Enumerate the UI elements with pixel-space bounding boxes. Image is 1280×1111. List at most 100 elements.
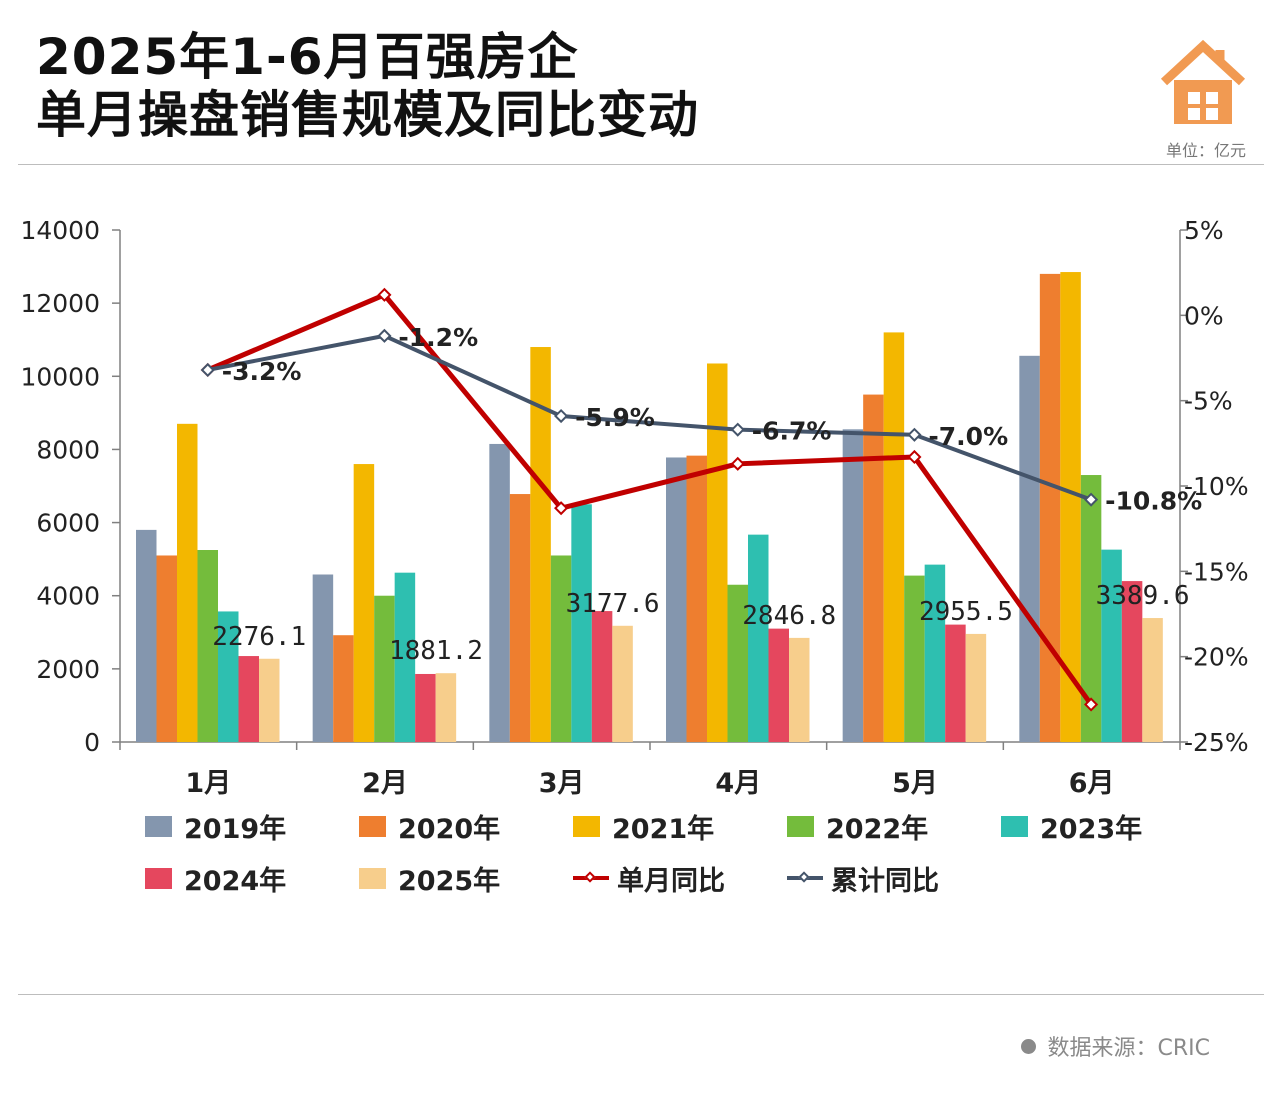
legend-label: 2019年 <box>184 813 287 845</box>
legend-item: 2025年 <box>359 859 573 898</box>
bar-2021年 <box>707 363 728 742</box>
bar-2021年 <box>883 332 905 742</box>
legend-label: 2025年 <box>398 865 501 897</box>
bar-2024年 <box>945 624 966 742</box>
bar-2019年 <box>666 457 687 742</box>
house-logo-icon <box>1160 39 1246 124</box>
legend-swatch <box>145 867 172 889</box>
bar-2023年 <box>748 534 769 742</box>
bar-2023年 <box>1101 549 1122 742</box>
bar-2021年 <box>353 464 375 742</box>
bar-2019年 <box>136 529 157 742</box>
legend-label: 2023年 <box>1040 813 1143 845</box>
unit-label: 单位：亿元 <box>1165 141 1246 160</box>
x-tick-label: 6月 <box>1069 768 1115 799</box>
y-right-tick-label: -15% <box>1184 557 1249 586</box>
bar-2024年 <box>1121 581 1143 742</box>
point-累计同比 <box>1084 492 1099 507</box>
legend-swatch <box>573 815 600 837</box>
y-right-tick-label: 5% <box>1184 216 1224 245</box>
cumulative-data-label: -10.8% <box>1105 487 1202 516</box>
y-left-tick-label: 14000 <box>20 216 100 245</box>
bar-2021年 <box>177 423 198 742</box>
point-累计同比 <box>907 427 922 442</box>
bar-data-label: 2955.5 <box>919 597 1013 627</box>
y-right-tick-label: -20% <box>1184 643 1249 672</box>
point-单月同比 <box>730 456 745 471</box>
legend-label: 单月同比 <box>617 865 725 897</box>
y-left-tick-label: 4000 <box>36 582 100 611</box>
title-line-2: 单月操盘销售规模及同比变动 <box>36 86 699 144</box>
legend-item: 2021年 <box>573 807 787 846</box>
bar-2025年 <box>789 637 810 742</box>
point-单月同比 <box>1084 697 1099 712</box>
x-tick-label: 5月 <box>892 768 938 799</box>
line-单月同比 <box>206 292 1094 706</box>
legend-label: 2021年 <box>612 813 715 845</box>
bar-2025年 <box>435 673 457 742</box>
legend-swatch <box>1001 815 1028 837</box>
x-tick-label: 1月 <box>185 768 231 799</box>
bar-data-label: 3177.6 <box>566 589 660 619</box>
legend-swatch <box>145 815 172 837</box>
cumulative-data-label: -1.2% <box>398 323 478 352</box>
legend-item: 单月同比 <box>573 859 787 898</box>
source-text: 数据来源：CRIC <box>1047 1036 1211 1061</box>
bar-data-label: 2276.1 <box>212 622 306 652</box>
legend: 2019年 2020年 2021年 2022年 2023年 2024年 2025年 单月同比… <box>145 800 1245 904</box>
point-单月同比 <box>377 287 392 302</box>
bar-2020年 <box>156 555 177 742</box>
bar-2019年 <box>489 443 510 742</box>
chart-canvas: 0 2000 4000 6000 8000 10000 12000 14000 -25% -20%… <box>20 216 1249 799</box>
bar-2022年 <box>550 555 572 742</box>
bar-2019年 <box>1019 355 1040 742</box>
bullet-icon <box>1020 1038 1036 1054</box>
x-tick-label: 4月 <box>715 768 761 799</box>
bar-2025年 <box>965 633 987 742</box>
bar-2025年 <box>1142 618 1163 742</box>
legend-item: 2020年 <box>359 807 573 846</box>
bar-data-label: 2846.8 <box>742 601 836 631</box>
bar-2020年 <box>333 635 354 742</box>
bar-2025年 <box>612 625 633 742</box>
cumulative-data-label: -6.7% <box>752 417 832 446</box>
bar-2020年 <box>686 455 707 742</box>
bar-2025年 <box>259 658 280 742</box>
cumulative-data-label: -3.2% <box>222 357 302 386</box>
bar-2024年 <box>768 628 789 742</box>
bar-2022年 <box>904 575 925 742</box>
bar-2021年 <box>1060 272 1081 742</box>
bar-2022年 <box>727 584 748 742</box>
bar-2022年 <box>1080 475 1102 742</box>
legend-swatch <box>359 867 386 889</box>
bar-2024年 <box>591 611 613 742</box>
y-left-tick-label: 10000 <box>20 362 100 391</box>
legend-line-marker <box>787 871 823 885</box>
bar-2021年 <box>530 347 551 742</box>
bar-2020年 <box>1039 273 1061 742</box>
x-tick-label: 3月 <box>539 768 585 799</box>
legend-label: 累计同比 <box>831 865 939 897</box>
point-累计同比 <box>554 408 569 424</box>
y-left-tick-label: 0 <box>84 728 100 757</box>
bar-data-label: 1881.2 <box>389 636 483 666</box>
line-累计同比 <box>207 333 1092 502</box>
y-left-tick-label: 2000 <box>36 655 100 684</box>
y-left-tick-label: 6000 <box>36 509 100 538</box>
legend-label: 2024年 <box>184 865 287 897</box>
point-单月同比 <box>907 449 922 465</box>
bar-2022年 <box>197 550 218 742</box>
cumulative-data-label: -7.0% <box>928 422 1008 451</box>
y-left-tick-label: 8000 <box>36 435 100 464</box>
legend-line-marker <box>573 871 609 885</box>
title-line-1: 2025年1-6月百强房企 <box>36 28 579 86</box>
bar-2019年 <box>842 429 864 742</box>
y-right-tick-label: -5% <box>1184 387 1233 416</box>
y-right-tick-label: 0% <box>1184 301 1224 330</box>
point-累计同比 <box>377 328 392 343</box>
legend-row-1: 2019年 2020年 2021年 2022年 2023年 <box>145 800 1245 852</box>
legend-swatch <box>787 815 814 837</box>
header-divider <box>18 164 1264 165</box>
legend-label: 2020年 <box>398 813 501 845</box>
bar-data-label: 3389.6 <box>1096 581 1190 611</box>
